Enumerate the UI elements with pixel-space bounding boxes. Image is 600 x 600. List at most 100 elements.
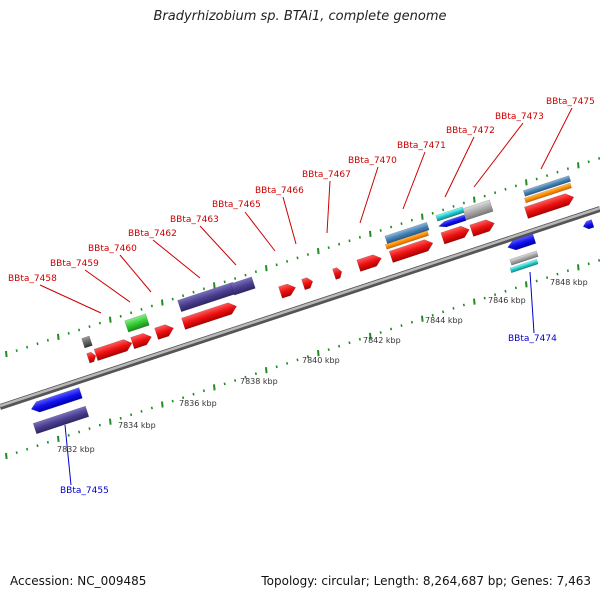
tick-mark bbox=[504, 289, 507, 293]
tick-mark bbox=[598, 259, 600, 262]
tick-mark bbox=[140, 410, 143, 413]
tick-mark bbox=[462, 303, 465, 307]
tick-mark bbox=[286, 260, 289, 263]
tick-mark bbox=[556, 170, 559, 174]
tick-mark bbox=[26, 447, 29, 451]
tick-mark bbox=[410, 320, 413, 324]
tick-mark bbox=[182, 294, 185, 298]
gene-features bbox=[30, 175, 595, 435]
gene-label-bbta-7470: BBta_7470 bbox=[348, 156, 397, 166]
callout-bbta-7473 bbox=[473, 122, 524, 188]
tick-mark bbox=[317, 248, 320, 255]
callout-bbta-7459 bbox=[84, 269, 131, 303]
gene-feature-bbta-7471-b bbox=[385, 230, 429, 250]
gene-label-bbta-7475: BBta_7475 bbox=[546, 97, 595, 107]
tick-mark bbox=[442, 208, 445, 212]
genome-backbone-highlight bbox=[0, 206, 600, 408]
tick-mark bbox=[254, 372, 257, 376]
tick-mark bbox=[452, 205, 455, 208]
tick-mark bbox=[390, 327, 393, 331]
tick-mark bbox=[130, 413, 133, 417]
tick-mark bbox=[525, 179, 528, 186]
tick-mark bbox=[98, 423, 101, 427]
tick-mark bbox=[400, 324, 403, 327]
tick-mark bbox=[452, 307, 455, 310]
tick-mark bbox=[317, 350, 320, 357]
gene-feature-bbta-7470 bbox=[356, 254, 382, 272]
tick-mark bbox=[525, 281, 528, 288]
tick-mark bbox=[234, 277, 237, 280]
tick-mark bbox=[473, 298, 476, 305]
tick-mark bbox=[556, 272, 559, 276]
tick-mark bbox=[504, 187, 507, 191]
kbp-label-7840: 7840 kbp bbox=[302, 356, 340, 365]
tick-mark bbox=[244, 375, 247, 379]
tick-mark bbox=[566, 269, 569, 273]
gene-feature-bbta-7475 bbox=[524, 193, 575, 219]
callout-bbta-7466 bbox=[282, 196, 297, 245]
gene-label-bbta-7467: BBta_7467 bbox=[302, 170, 351, 180]
tick-mark bbox=[5, 452, 8, 460]
summary-text: Topology: circular; Length: 8,264,687 bp… bbox=[261, 574, 591, 588]
callout-bbta-7471 bbox=[402, 151, 426, 210]
tick-mark bbox=[577, 264, 580, 271]
gene-label-bbta-7458: BBta_7458 bbox=[8, 274, 57, 284]
tick-mark bbox=[36, 342, 39, 346]
tick-mark bbox=[275, 263, 278, 267]
tick-mark bbox=[265, 265, 268, 272]
map-title: Bradyrhizobium sp. BTAi1, complete genom… bbox=[153, 9, 447, 24]
kbp-label-7832: 7832 kbp bbox=[57, 445, 95, 454]
tick-mark bbox=[546, 276, 549, 279]
gene-feature-bbta-7460-b bbox=[130, 333, 152, 350]
gene-feature-edge bbox=[582, 219, 595, 230]
tick-mark bbox=[57, 333, 60, 340]
tick-mark bbox=[306, 355, 309, 358]
tick-mark bbox=[36, 444, 39, 448]
gene-feature-bbta-7475-a bbox=[522, 175, 572, 197]
tick-mark bbox=[67, 434, 70, 437]
tick-mark bbox=[171, 297, 174, 301]
tick-mark bbox=[338, 242, 341, 246]
callout-bbta-7470 bbox=[359, 166, 379, 224]
gene-feature-bbta-7474-c bbox=[509, 258, 539, 274]
tick-mark bbox=[369, 230, 372, 237]
tick-mark bbox=[514, 184, 517, 188]
gene-feature-bbta-7460 bbox=[124, 313, 150, 333]
gene-feature-bbta-7471-a bbox=[384, 221, 430, 245]
kbp-label-7846: 7846 kbp bbox=[488, 296, 526, 305]
gene-label-bbta-7465: BBta_7465 bbox=[212, 200, 261, 210]
tick-mark bbox=[483, 296, 486, 300]
tick-mark bbox=[535, 279, 538, 283]
tick-mark bbox=[244, 273, 247, 277]
tick-mark bbox=[348, 239, 351, 243]
gene-feature-bbta-7463-b bbox=[181, 302, 237, 330]
tick-mark bbox=[473, 196, 476, 203]
kbp-label-7834: 7834 kbp bbox=[118, 421, 156, 430]
tick-mark bbox=[296, 256, 299, 260]
tick-mark bbox=[598, 157, 600, 160]
gene-label-bbta-7462: BBta_7462 bbox=[128, 229, 177, 239]
gene-label-bbta-7472: BBta_7472 bbox=[446, 126, 495, 136]
gene-label-bbta-7459: BBta_7459 bbox=[50, 259, 99, 269]
callout-bbta-7458 bbox=[39, 284, 102, 314]
tick-mark bbox=[150, 304, 153, 308]
tick-mark bbox=[421, 213, 424, 220]
callout-bbta-7474 bbox=[529, 271, 535, 334]
tick-mark bbox=[587, 160, 590, 164]
tick-mark bbox=[286, 362, 289, 365]
tick-mark bbox=[535, 177, 538, 181]
tick-track-reverse bbox=[5, 259, 600, 460]
tick-mark bbox=[494, 191, 497, 195]
tick-mark bbox=[26, 345, 29, 349]
tick-mark bbox=[275, 365, 278, 369]
gene-label-bbta-7471: BBta_7471 bbox=[397, 141, 446, 151]
gene-feature-small-grey bbox=[81, 335, 93, 349]
kbp-label-7848: 7848 kbp bbox=[550, 278, 588, 287]
tick-mark bbox=[150, 406, 153, 410]
tick-mark bbox=[577, 162, 580, 169]
gene-feature-bbta-7466 bbox=[301, 277, 314, 291]
tick-mark bbox=[348, 341, 351, 345]
tick-mark bbox=[546, 174, 549, 177]
tick-mark bbox=[369, 332, 372, 339]
tick-mark bbox=[431, 211, 434, 215]
